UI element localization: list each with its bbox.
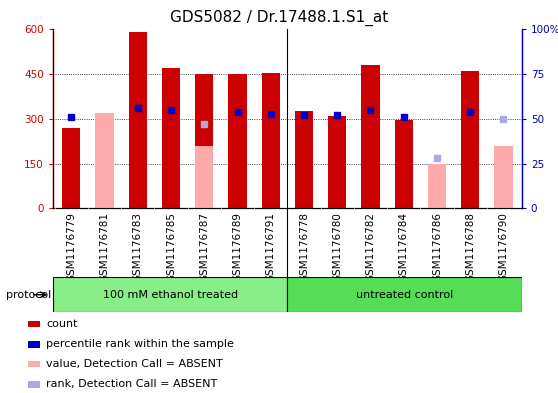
Bar — [395, 120, 413, 208]
Text: percentile rank within the sample: percentile rank within the sample — [46, 340, 234, 349]
Bar — [195, 74, 213, 208]
Text: GSM1176780: GSM1176780 — [332, 212, 342, 282]
Bar — [27, 321, 40, 327]
Text: GSM1176778: GSM1176778 — [299, 212, 309, 282]
Text: GSM1176784: GSM1176784 — [399, 212, 408, 282]
Text: GSM1176782: GSM1176782 — [365, 212, 376, 282]
Text: rank, Detection Call = ABSENT: rank, Detection Call = ABSENT — [46, 379, 217, 389]
Bar — [27, 381, 40, 387]
Bar — [428, 163, 446, 208]
Text: 100 mM ethanol treated: 100 mM ethanol treated — [103, 290, 238, 300]
Bar — [328, 116, 347, 208]
Bar — [494, 146, 513, 208]
Bar — [95, 113, 114, 208]
Bar — [27, 341, 40, 348]
Bar — [295, 112, 313, 208]
Text: GSM1176787: GSM1176787 — [199, 212, 209, 282]
Text: protocol: protocol — [6, 290, 51, 300]
Bar — [362, 65, 379, 208]
Bar — [129, 33, 147, 208]
Bar — [228, 74, 247, 208]
Text: value, Detection Call = ABSENT: value, Detection Call = ABSENT — [46, 359, 223, 369]
Bar — [195, 146, 213, 208]
Bar — [287, 277, 522, 312]
Text: GSM1176790: GSM1176790 — [498, 212, 508, 282]
Text: GDS5082 / Dr.17488.1.S1_at: GDS5082 / Dr.17488.1.S1_at — [170, 10, 388, 26]
Text: GSM1176781: GSM1176781 — [99, 212, 109, 282]
Text: GSM1176783: GSM1176783 — [133, 212, 143, 282]
Text: untreated control: untreated control — [356, 290, 453, 300]
Bar — [162, 68, 180, 208]
Text: GSM1176788: GSM1176788 — [465, 212, 475, 282]
Text: GSM1176789: GSM1176789 — [233, 212, 243, 282]
Bar — [27, 361, 40, 367]
Bar — [262, 73, 280, 208]
Text: count: count — [46, 319, 78, 329]
Text: GSM1176786: GSM1176786 — [432, 212, 442, 282]
Bar — [53, 277, 287, 312]
Text: GSM1176791: GSM1176791 — [266, 212, 276, 282]
Text: GSM1176779: GSM1176779 — [66, 212, 76, 282]
Text: GSM1176785: GSM1176785 — [166, 212, 176, 282]
Bar — [461, 71, 479, 208]
Bar — [62, 128, 80, 208]
